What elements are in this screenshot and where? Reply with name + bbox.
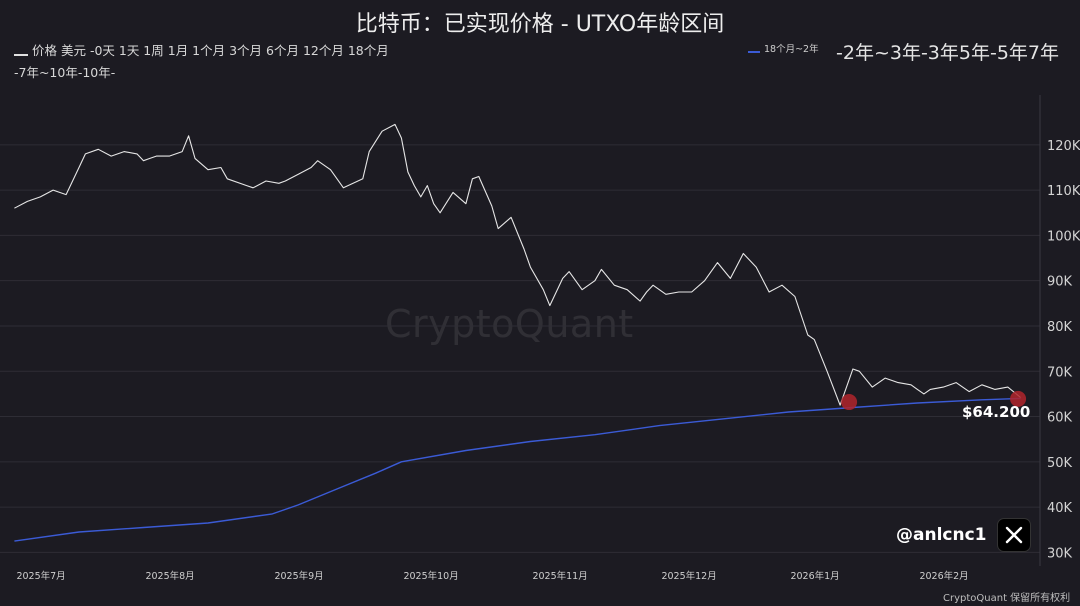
utxo-18m-2y-series-line (14, 397, 1021, 542)
x-tick-label: 2025年9月 (274, 570, 323, 582)
x-tick-label: 2025年7月 (16, 570, 65, 582)
price-annotation: $64.200 (962, 403, 1031, 421)
y-tick-label: 90K (1047, 275, 1073, 290)
y-tick-label: 30K (1047, 546, 1073, 561)
highlight-marker (841, 394, 858, 411)
y-tick-label: 120K (1047, 139, 1080, 154)
copyright-footer: CryptoQuant 保留所有权利 (943, 593, 1071, 604)
y-axis-ticks: 30K 40K 50K 60K 70K 80K 90K 100K 110K 120K (1047, 139, 1080, 562)
marker-layer (841, 390, 1027, 411)
price-legend-swatch (14, 53, 28, 56)
y-tick-label: 80K (1047, 320, 1073, 335)
x-tick-label: 2025年10月 (403, 570, 458, 582)
legend-left-line2: -7年~10年-10年- (14, 65, 116, 80)
legend-price: 价格 美元 -0天 1天 1周 1月 1个月 3个月 6个月 12个月 18个月… (14, 40, 484, 84)
x-tick-label: 2026年1月 (790, 570, 839, 582)
x-tick-label: 2025年12月 (661, 570, 716, 582)
author-badge: @anlcnc1 (896, 518, 1031, 552)
y-tick-label: 70K (1047, 365, 1073, 380)
x-tick-label: 2025年11月 (532, 570, 587, 582)
x-tick-label: 2026年2月 (919, 570, 968, 582)
legend-mid-label: 18个月~2年 (764, 44, 819, 55)
x-logo-icon[interactable] (996, 518, 1031, 552)
y-tick-label: 100K (1047, 229, 1080, 244)
y-tick-label: 110K (1047, 184, 1080, 199)
legend-utxo: 18个月~2年 (748, 41, 819, 55)
highlight-marker (1010, 390, 1027, 407)
chart-title: 比特币：已实现价格 - UTXO年龄区间 (355, 12, 725, 37)
legend-right-label: -2年~3年-3年5年-5年7年 (836, 42, 1060, 64)
legend-left-line1: 价格 美元 -0天 1天 1周 1月 1个月 3个月 6个月 12个月 18个月 (32, 43, 389, 58)
y-tick-label: 60K (1047, 411, 1073, 426)
x-tick-label: 2025年8月 (145, 570, 194, 582)
y-tick-label: 50K (1047, 456, 1073, 471)
y-tick-label: 40K (1047, 501, 1073, 516)
utxo-legend-swatch (748, 51, 760, 53)
x-axis-ticks: 2025年7月 2025年8月 2025年9月 2025年10月 2025年11月 202… (16, 570, 968, 582)
author-handle: @anlcnc1 (896, 525, 987, 545)
series-layer (14, 123, 1021, 542)
grid (0, 144, 1040, 553)
price-series-line (14, 123, 1021, 406)
watermark: CryptoQuant (385, 302, 634, 346)
